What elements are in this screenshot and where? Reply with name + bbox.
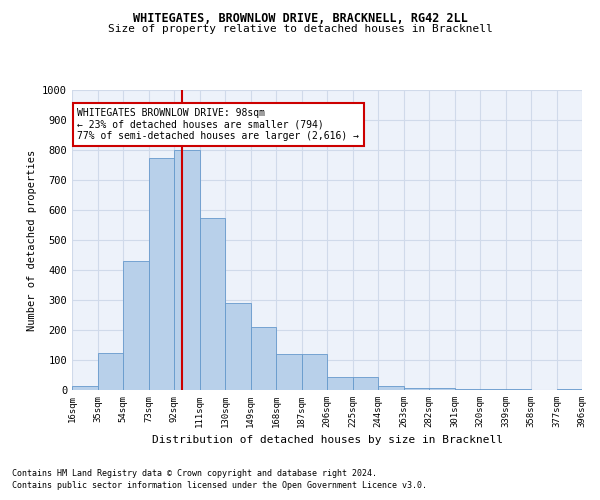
X-axis label: Distribution of detached houses by size in Bracknell: Distribution of detached houses by size … [151,436,503,446]
Bar [557,388,582,390]
Text: WHITEGATES, BROWNLOW DRIVE, BRACKNELL, RG42 2LL: WHITEGATES, BROWNLOW DRIVE, BRACKNELL, R… [133,12,467,26]
Bar [97,352,123,390]
Bar [72,386,97,390]
Text: Size of property relative to detached houses in Bracknell: Size of property relative to detached ho… [107,24,493,34]
Bar [353,378,378,390]
Bar [174,150,199,390]
Bar [302,354,327,390]
Bar [149,158,174,390]
Bar [199,218,225,390]
Bar [251,327,276,390]
Text: WHITEGATES BROWNLOW DRIVE: 98sqm
← 23% of detached houses are smaller (794)
77% : WHITEGATES BROWNLOW DRIVE: 98sqm ← 23% o… [77,108,359,141]
Bar [276,354,302,390]
Bar [404,388,429,390]
Y-axis label: Number of detached properties: Number of detached properties [26,150,37,330]
Text: Contains HM Land Registry data © Crown copyright and database right 2024.: Contains HM Land Registry data © Crown c… [12,468,377,477]
Bar [378,386,404,390]
Bar [123,261,149,390]
Text: Contains public sector information licensed under the Open Government Licence v3: Contains public sector information licen… [12,481,427,490]
Bar [455,388,480,390]
Bar [327,378,353,390]
Bar [225,303,251,390]
Bar [429,388,455,390]
